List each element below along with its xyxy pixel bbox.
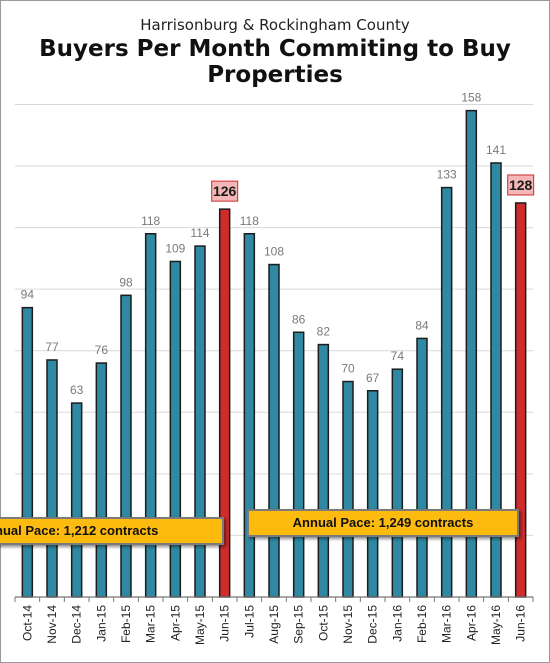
x-tick-label-jul-15: Jul-15 bbox=[242, 605, 256, 638]
x-tick-label-oct-14: Oct-14 bbox=[20, 605, 34, 641]
bar-jan-15 bbox=[95, 362, 108, 598]
bar-aug-15 bbox=[268, 263, 280, 598]
data-label-nov-15: 70 bbox=[341, 362, 355, 376]
data-label-jan-15: 76 bbox=[95, 343, 109, 357]
x-tick-label-apr-16: Apr-16 bbox=[464, 605, 478, 641]
data-label-jun-16: 128 bbox=[509, 177, 533, 193]
bar-feb-16 bbox=[416, 337, 428, 598]
bar-oct-14 bbox=[21, 306, 34, 598]
x-tick-label-may-16: May-16 bbox=[489, 605, 503, 645]
data-label-oct-15: 82 bbox=[317, 325, 331, 339]
x-tick-label-nov-15: Nov-15 bbox=[341, 605, 355, 644]
bar-jul-15 bbox=[243, 233, 256, 598]
bar-dec-15 bbox=[366, 390, 379, 598]
x-tick-label-jan-16: Jan-16 bbox=[390, 605, 404, 642]
data-label-box-jun-16 bbox=[507, 174, 535, 196]
annual-pace-2015-box: nual Pace: 1,212 contracts bbox=[0, 517, 224, 545]
data-label-box-jun-15 bbox=[211, 180, 239, 202]
bar-apr-15 bbox=[169, 260, 182, 598]
data-label-sep-15: 86 bbox=[292, 312, 306, 326]
x-tick-label-feb-15: Feb-15 bbox=[119, 605, 133, 643]
data-label-may-16: 141 bbox=[486, 143, 506, 157]
bar-dec-14 bbox=[70, 402, 83, 598]
data-label-mar-16: 133 bbox=[437, 168, 457, 182]
bar-jun-16 bbox=[514, 202, 527, 598]
x-tick-label-jun-15: Jun-15 bbox=[218, 605, 232, 642]
x-tick-label-jan-15: Jan-15 bbox=[94, 605, 108, 642]
data-label-jun-15: 126 bbox=[213, 183, 237, 199]
data-label-dec-14: 63 bbox=[70, 383, 84, 397]
bar-feb-15 bbox=[120, 294, 132, 598]
data-label-oct-14: 94 bbox=[21, 288, 35, 302]
bar-sep-15 bbox=[292, 331, 305, 598]
x-tick-label-may-15: May-15 bbox=[193, 605, 207, 645]
data-label-mar-15: 118 bbox=[141, 214, 160, 228]
data-label-aug-15: 108 bbox=[264, 245, 284, 259]
chart-title: Buyers Per Month Commiting to Buy Proper… bbox=[39, 36, 511, 88]
data-label-apr-16: 158 bbox=[461, 91, 481, 105]
data-label-feb-15: 98 bbox=[119, 275, 133, 289]
x-tick-label-oct-15: Oct-15 bbox=[316, 605, 330, 641]
annual-pace-2015-label: nual Pace: 1,212 contracts bbox=[0, 523, 159, 538]
chart-subtitle: Harrisonburg & Rockingham County bbox=[140, 16, 410, 34]
x-tick-label-mar-15: Mar-15 bbox=[144, 605, 158, 643]
bar-nov-15 bbox=[342, 380, 354, 598]
x-tick-label-aug-15: Aug-15 bbox=[267, 605, 281, 644]
data-label-may-15: 114 bbox=[190, 226, 209, 240]
x-tick-label-dec-15: Dec-15 bbox=[366, 605, 380, 644]
data-label-apr-15: 109 bbox=[165, 241, 185, 255]
x-tick-label-feb-16: Feb-16 bbox=[415, 605, 429, 643]
x-tick-label-apr-15: Apr-15 bbox=[168, 605, 182, 641]
bar-nov-14 bbox=[46, 359, 58, 598]
data-label-jan-16: 74 bbox=[391, 349, 405, 363]
data-label-nov-14: 77 bbox=[45, 340, 59, 354]
bar-oct-15 bbox=[317, 343, 330, 598]
x-tick-label-sep-15: Sep-15 bbox=[292, 605, 306, 644]
annual-pace-2016-box: Annual Pace: 1,249 contracts bbox=[247, 509, 519, 537]
data-label-dec-15: 67 bbox=[366, 371, 380, 385]
x-tick-label-dec-14: Dec-14 bbox=[70, 605, 84, 644]
annual-pace-2016-label: Annual Pace: 1,249 contracts bbox=[292, 515, 474, 530]
data-label-jul-15: 118 bbox=[240, 214, 259, 228]
x-tick-label-nov-14: Nov-14 bbox=[45, 605, 59, 644]
data-label-feb-16: 84 bbox=[415, 318, 429, 332]
x-tick-label-jun-16: Jun-16 bbox=[514, 605, 528, 642]
bar-jan-16 bbox=[391, 368, 404, 598]
x-tick-label-mar-16: Mar-16 bbox=[440, 605, 454, 643]
